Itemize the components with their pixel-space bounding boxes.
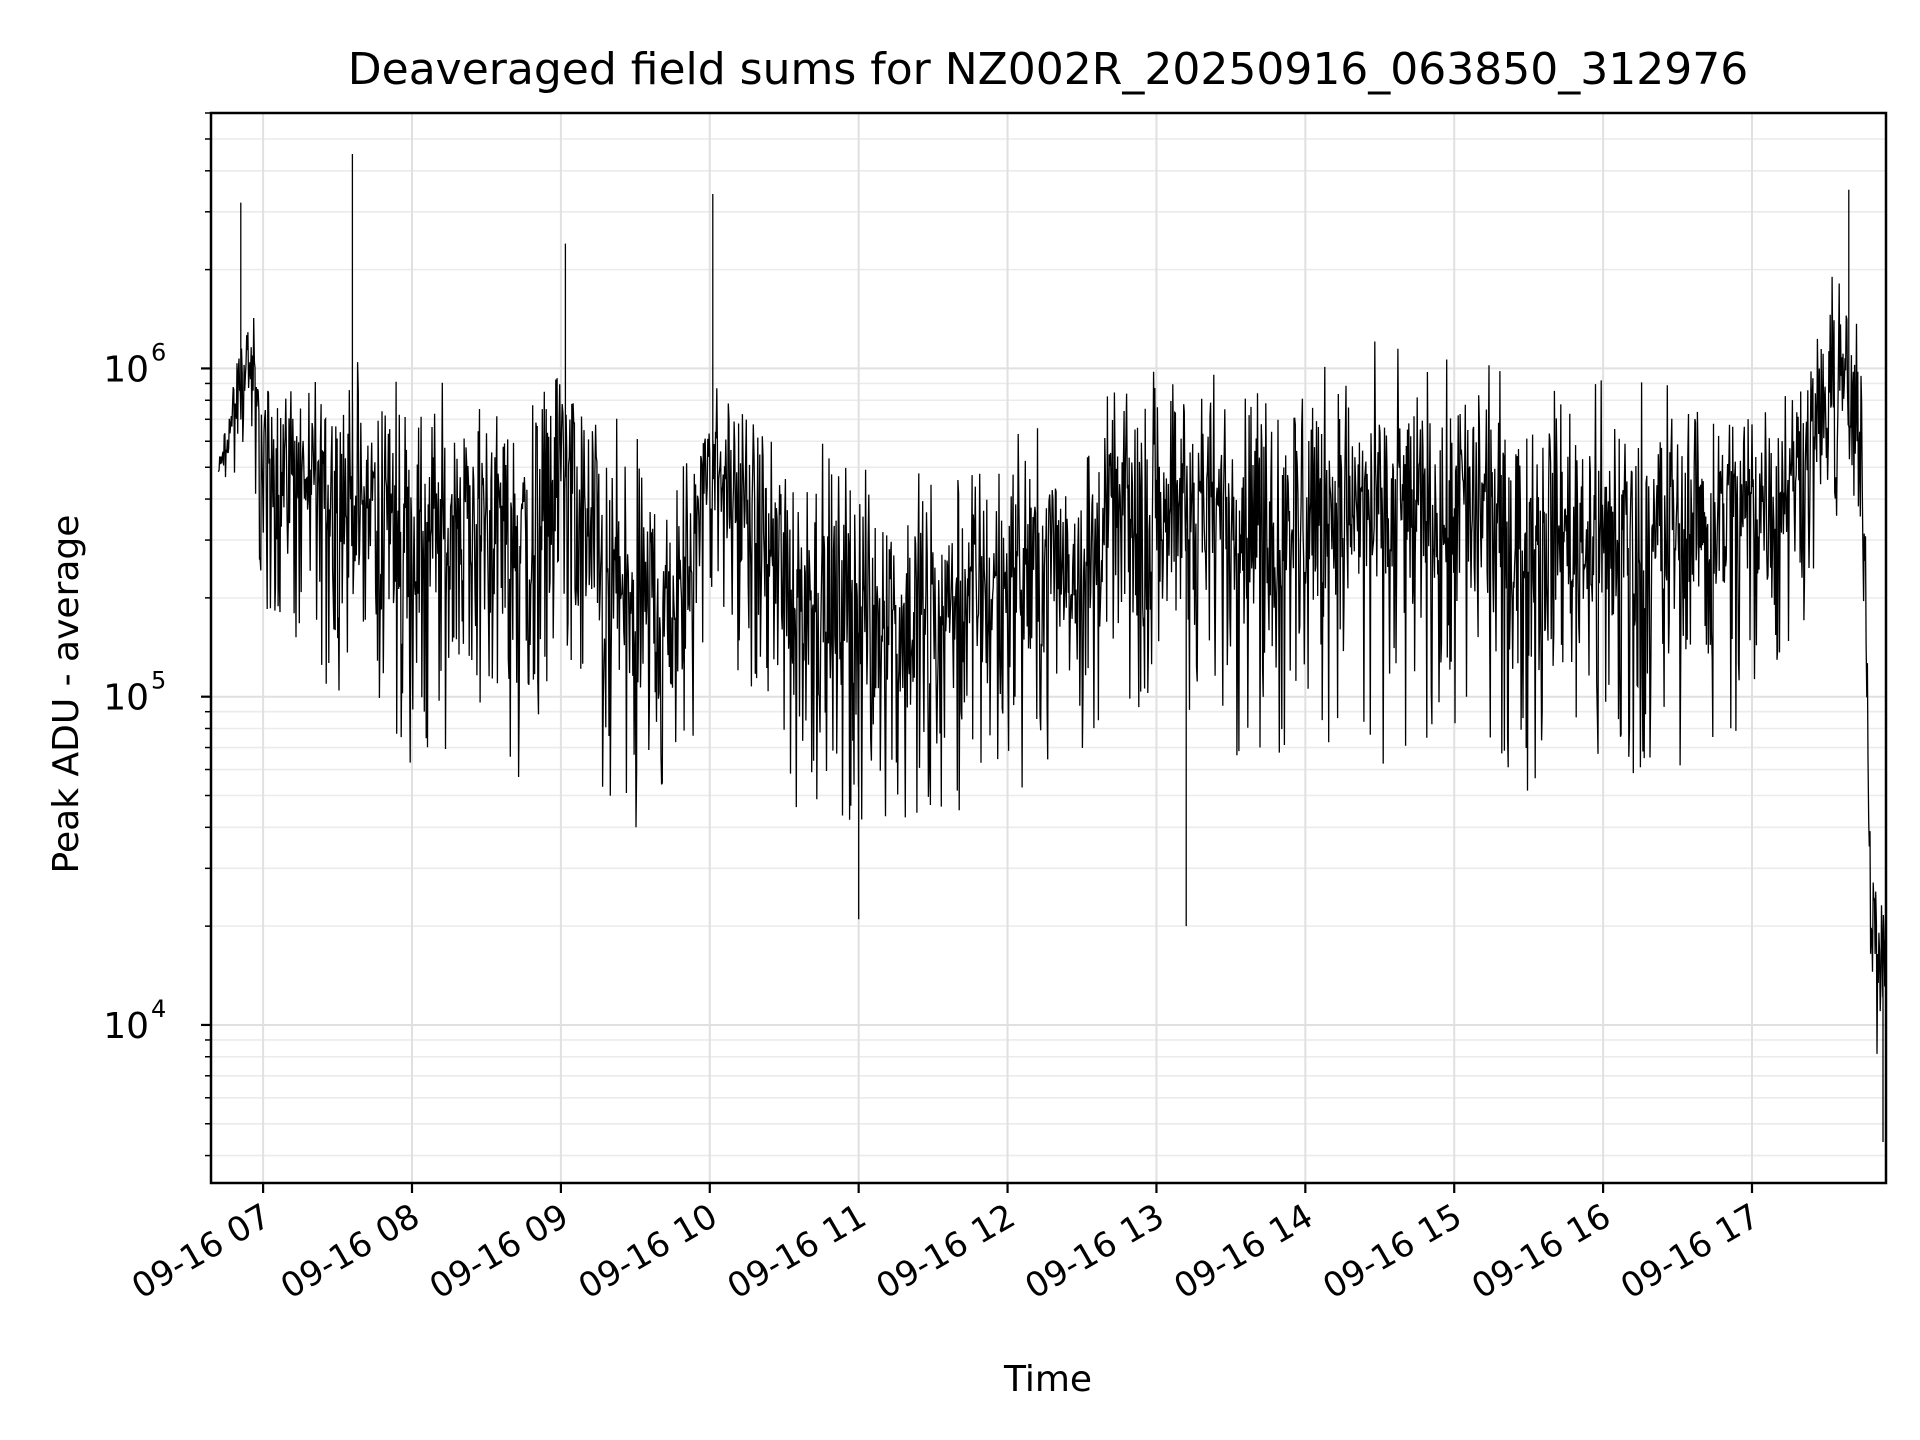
y-axis-label: Peak ADU - average bbox=[46, 515, 87, 874]
y-tick-exponent: 5 bbox=[151, 667, 166, 695]
grid bbox=[211, 112, 1886, 1183]
y-tick-label: 10 bbox=[103, 678, 149, 719]
series-line bbox=[217, 154, 1886, 1142]
plot-area bbox=[209, 111, 1888, 1185]
chart-title: Deaveraged field sums for NZ002R_2025091… bbox=[348, 44, 1748, 95]
y-tick-exponent: 6 bbox=[151, 338, 166, 366]
x-axis-label: Time bbox=[1003, 1359, 1092, 1400]
y-tick-exponent: 4 bbox=[151, 995, 166, 1023]
y-tick-label: 10 bbox=[103, 349, 149, 390]
y-tick-label: 10 bbox=[103, 1006, 149, 1047]
